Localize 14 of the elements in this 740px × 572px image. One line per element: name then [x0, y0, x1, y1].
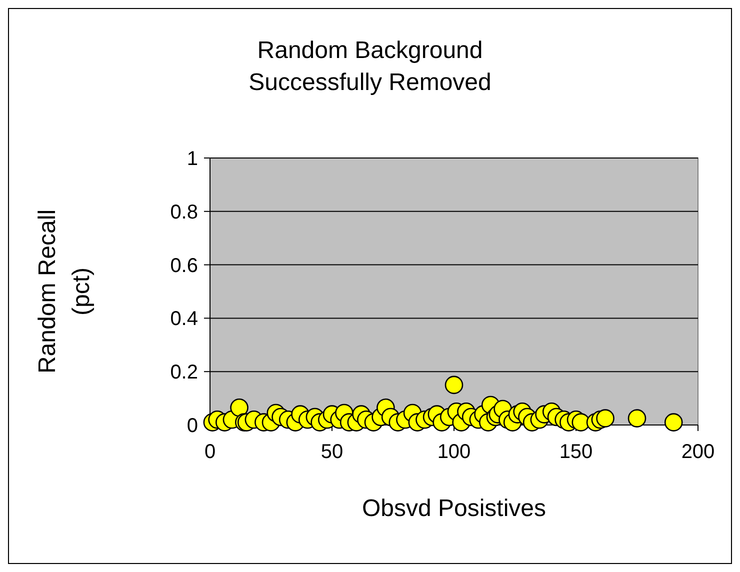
- chart-title: Random Background Successfully Removed: [248, 37, 492, 96]
- y-tick-label: 0.4: [170, 308, 198, 330]
- x-tick-label: 150: [559, 441, 593, 463]
- x-tick-label: 50: [320, 441, 344, 463]
- x-tick-label: 200: [681, 441, 715, 463]
- y-axis-title: Random Recall (pct): [34, 209, 95, 374]
- x-axis-title: Obsvd Posistives: [362, 495, 546, 522]
- x-tick-label: 0: [204, 441, 216, 463]
- y-tick-label: 0.6: [170, 254, 198, 277]
- y-tick-label: 0: [186, 415, 198, 437]
- y-tick-label: 1: [186, 148, 198, 170]
- y-tick-label: 0.2: [170, 362, 198, 384]
- y-tick-label: 0.8: [170, 201, 198, 224]
- x-tick-label: 100: [437, 441, 471, 463]
